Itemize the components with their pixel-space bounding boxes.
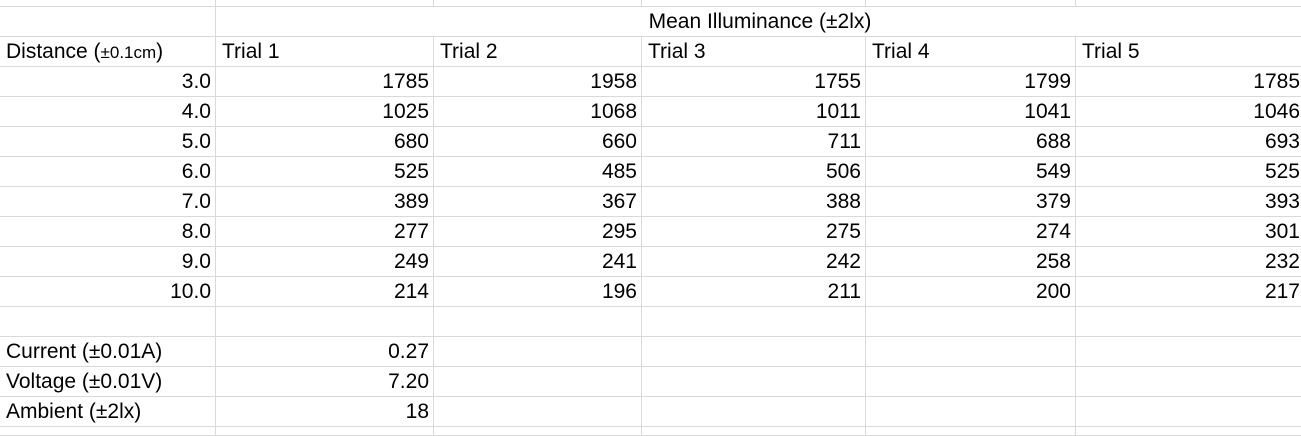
cell-blank[interactable] [1076, 397, 1301, 427]
illuminance-cell[interactable]: 1011 [642, 97, 866, 127]
illuminance-cell[interactable]: 241 [434, 247, 642, 277]
illuminance-cell[interactable]: 214 [216, 277, 434, 307]
cell-blank[interactable] [216, 307, 434, 337]
illuminance-cell[interactable]: 274 [866, 217, 1076, 247]
trial-header-cell[interactable]: Trial 5 [1076, 37, 1301, 67]
cell-blank[interactable] [866, 307, 1076, 337]
illuminance-cell[interactable]: 1046 [1076, 97, 1301, 127]
cell-blank[interactable] [866, 397, 1076, 427]
cell-blank[interactable] [434, 337, 642, 367]
cell-blank[interactable] [434, 397, 642, 427]
illuminance-cell[interactable]: 258 [866, 247, 1076, 277]
illuminance-cell[interactable]: 379 [866, 187, 1076, 217]
illuminance-cell[interactable]: 211 [642, 277, 866, 307]
cell-blank[interactable] [642, 0, 866, 7]
illuminance-cell[interactable]: 249 [216, 247, 434, 277]
distance-header-close: ) [156, 40, 164, 63]
illuminance-cell[interactable]: 506 [642, 157, 866, 187]
illuminance-cell[interactable]: 232 [1076, 247, 1301, 277]
illuminance-cell[interactable]: 1068 [434, 97, 642, 127]
cell-blank[interactable] [1076, 307, 1301, 337]
cell-blank[interactable] [1076, 427, 1301, 436]
illuminance-cell[interactable]: 525 [1076, 157, 1301, 187]
distance-cell[interactable]: 10.0 [0, 277, 216, 307]
distance-header-unit: ±0.1cm [100, 43, 157, 62]
trial-header-cell[interactable]: Trial 1 [216, 37, 434, 67]
illuminance-cell[interactable]: 295 [434, 217, 642, 247]
cell-blank[interactable] [866, 427, 1076, 436]
illuminance-cell[interactable]: 693 [1076, 127, 1301, 157]
distance-cell[interactable]: 8.0 [0, 217, 216, 247]
trial-header-cell[interactable]: Trial 2 [434, 37, 642, 67]
cell-blank[interactable] [216, 0, 434, 7]
cell-blank[interactable] [866, 0, 1076, 7]
distance-cell[interactable]: 6.0 [0, 157, 216, 187]
cell-blank[interactable] [0, 7, 216, 37]
distance-header-text: Distance ( [6, 40, 101, 63]
constant-value-cell[interactable]: 0.27 [216, 337, 434, 367]
cell-blank[interactable] [434, 367, 642, 397]
cell-blank[interactable] [642, 367, 866, 397]
distance-cell[interactable]: 3.0 [0, 67, 216, 97]
constant-value-cell[interactable]: 7.20 [216, 367, 434, 397]
illuminance-cell[interactable]: 1958 [434, 67, 642, 97]
distance-cell[interactable]: 4.0 [0, 97, 216, 127]
illuminance-cell[interactable]: 388 [642, 187, 866, 217]
illuminance-cell[interactable]: 301 [1076, 217, 1301, 247]
illuminance-cell[interactable]: 680 [216, 127, 434, 157]
illuminance-cell[interactable]: 549 [866, 157, 1076, 187]
distance-cell[interactable]: 5.0 [0, 127, 216, 157]
cell-blank[interactable] [1076, 337, 1301, 367]
cell-blank[interactable] [1076, 367, 1301, 397]
illuminance-cell[interactable]: 196 [434, 277, 642, 307]
distance-header-cell[interactable]: Distance (±0.1cm) [0, 37, 216, 67]
illuminance-cell[interactable]: 217 [1076, 277, 1301, 307]
illuminance-cell[interactable]: 1785 [1076, 67, 1301, 97]
constant-label-cell[interactable]: Voltage (±0.01V) [0, 367, 216, 397]
trial-header-cell[interactable]: Trial 4 [866, 37, 1076, 67]
cell-blank[interactable] [434, 0, 642, 7]
illuminance-cell[interactable]: 1755 [642, 67, 866, 97]
cell-blank[interactable] [0, 427, 216, 436]
illuminance-cell[interactable]: 660 [434, 127, 642, 157]
illuminance-cell[interactable]: 389 [216, 187, 434, 217]
cell-blank[interactable] [642, 307, 866, 337]
illuminance-cell[interactable]: 1799 [866, 67, 1076, 97]
illuminance-cell[interactable]: 525 [216, 157, 434, 187]
illuminance-cell[interactable]: 1025 [216, 97, 434, 127]
illuminance-cell[interactable]: 711 [642, 127, 866, 157]
illuminance-cell[interactable]: 275 [642, 217, 866, 247]
constant-label-cell[interactable]: Ambient (±2lx) [0, 397, 216, 427]
distance-cell[interactable]: 7.0 [0, 187, 216, 217]
cell-blank[interactable] [0, 307, 216, 337]
cell-blank[interactable] [1076, 0, 1301, 7]
illuminance-cell[interactable]: 393 [1076, 187, 1301, 217]
trial-header-cell[interactable]: Trial 3 [642, 37, 866, 67]
cell-blank[interactable] [866, 367, 1076, 397]
cell-blank[interactable] [0, 0, 216, 7]
cell-blank[interactable] [642, 337, 866, 367]
illuminance-cell[interactable]: 688 [866, 127, 1076, 157]
cell-blank[interactable] [642, 427, 866, 436]
illuminance-cell[interactable]: 485 [434, 157, 642, 187]
illuminance-cell[interactable]: 1785 [216, 67, 434, 97]
constant-value-cell[interactable]: 18 [216, 397, 434, 427]
merged-header-cell[interactable]: Mean Illuminance (±2lx) [216, 7, 1301, 37]
illuminance-cell[interactable]: 367 [434, 187, 642, 217]
illuminance-cell[interactable]: 1041 [866, 97, 1076, 127]
distance-cell[interactable]: 9.0 [0, 247, 216, 277]
cell-blank[interactable] [866, 337, 1076, 367]
illuminance-cell[interactable]: 277 [216, 217, 434, 247]
cell-blank[interactable] [434, 427, 642, 436]
cell-blank[interactable] [642, 397, 866, 427]
cell-blank[interactable] [434, 307, 642, 337]
illuminance-cell[interactable]: 200 [866, 277, 1076, 307]
illuminance-cell[interactable]: 242 [642, 247, 866, 277]
constant-label-cell[interactable]: Current (±0.01A) [0, 337, 216, 367]
cell-blank[interactable] [216, 427, 434, 436]
